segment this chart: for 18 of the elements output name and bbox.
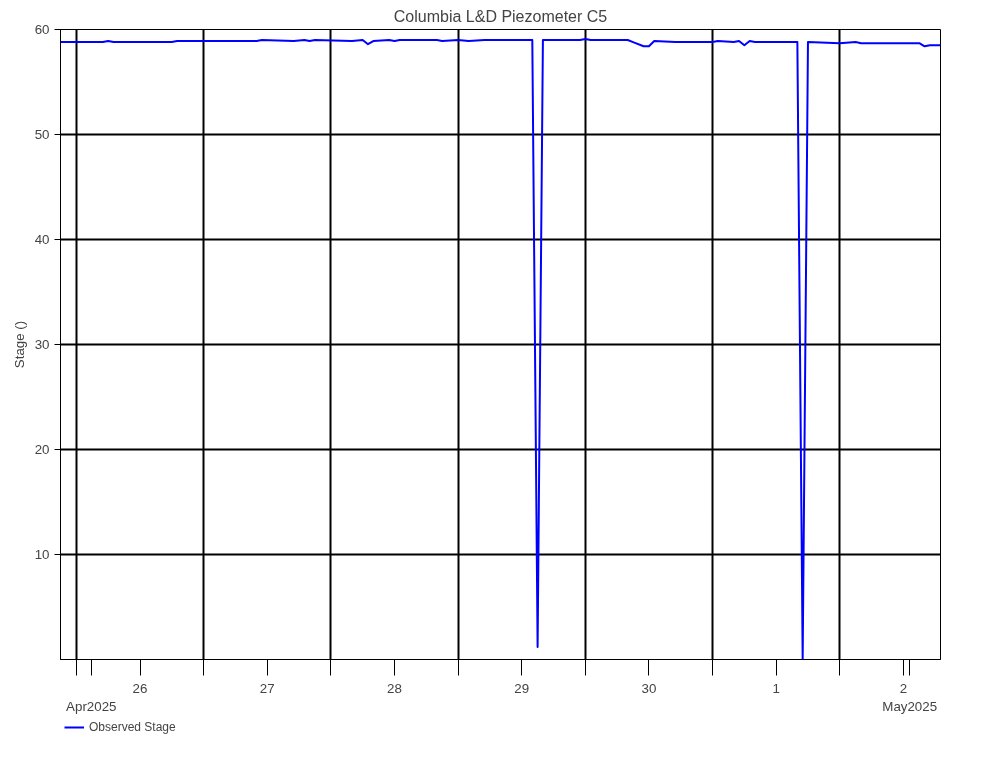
x-tick-label: 26 (132, 680, 148, 696)
x-tick-label: 30 (641, 680, 657, 696)
y-tick-label: 10 (34, 547, 50, 562)
text: May2025 (882, 698, 938, 714)
y-tick-label: 60 (34, 22, 50, 37)
x-tick-label: 2 (899, 680, 908, 696)
y-tick-label: 20 (34, 442, 50, 457)
y-tick-label: 50 (34, 127, 50, 142)
x-tick-label: 27 (259, 680, 275, 696)
y-axis-title: Stage () (11, 320, 27, 369)
y-tick-label: 40 (34, 232, 50, 247)
y-tick-label: 30 (34, 337, 50, 352)
chart-title: Columbia L&D Piezometer C5 (393, 7, 608, 25)
text: Apr2025 (66, 698, 117, 714)
legend-label: Observed Stage (89, 720, 176, 734)
x-tick-label: 29 (514, 680, 530, 696)
x-tick-label: 1 (772, 680, 780, 696)
x-tick-label: 28 (387, 680, 402, 696)
